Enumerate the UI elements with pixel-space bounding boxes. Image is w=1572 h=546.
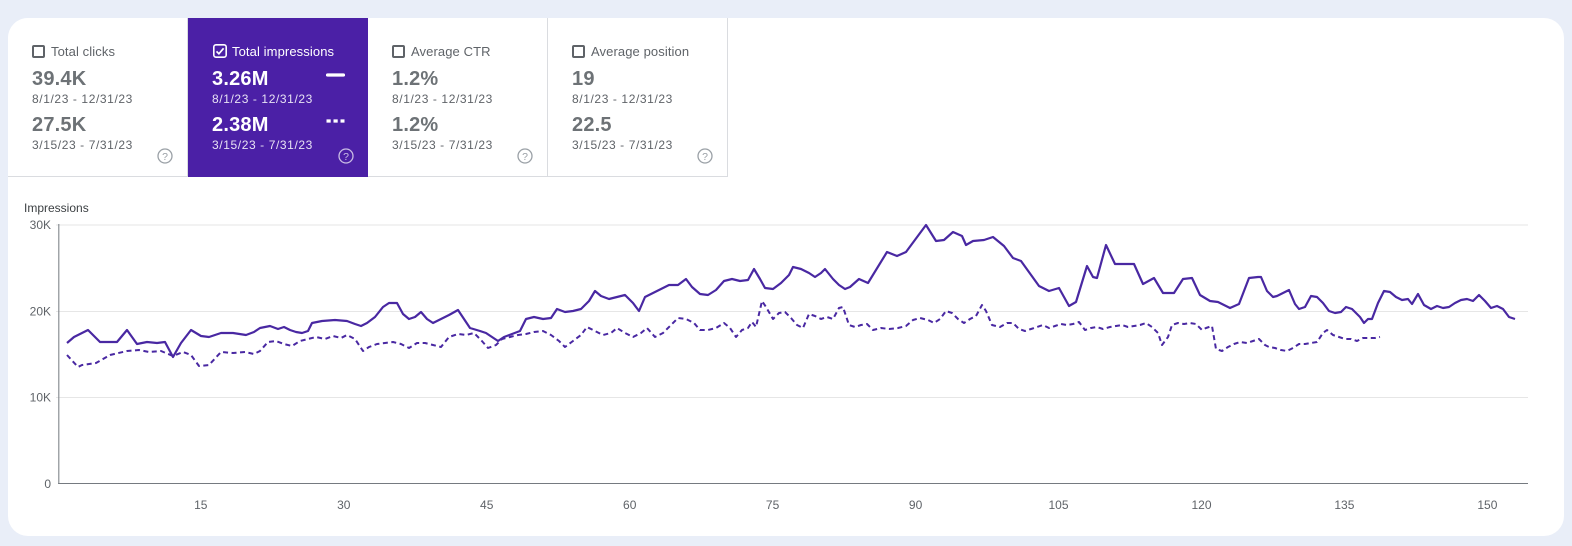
svg-text:20K: 20K (30, 305, 51, 319)
svg-text:15: 15 (194, 498, 208, 512)
svg-text:45: 45 (480, 498, 494, 512)
svg-text:?: ? (522, 151, 528, 163)
svg-text:?: ? (702, 151, 708, 163)
svg-text:Impressions: Impressions (24, 201, 89, 215)
svg-text:60: 60 (623, 498, 637, 512)
svg-text:30K: 30K (30, 218, 51, 232)
svg-text:120: 120 (1191, 498, 1211, 512)
svg-text:10K: 10K (30, 391, 51, 405)
svg-text:?: ? (162, 151, 168, 163)
svg-text:0: 0 (44, 477, 51, 491)
svg-text:105: 105 (1048, 498, 1068, 512)
svg-text:75: 75 (766, 498, 780, 512)
svg-text:90: 90 (909, 498, 923, 512)
svg-text:135: 135 (1334, 498, 1354, 512)
svg-text:150: 150 (1477, 498, 1497, 512)
svg-text:?: ? (343, 151, 349, 163)
svg-text:30: 30 (337, 498, 351, 512)
